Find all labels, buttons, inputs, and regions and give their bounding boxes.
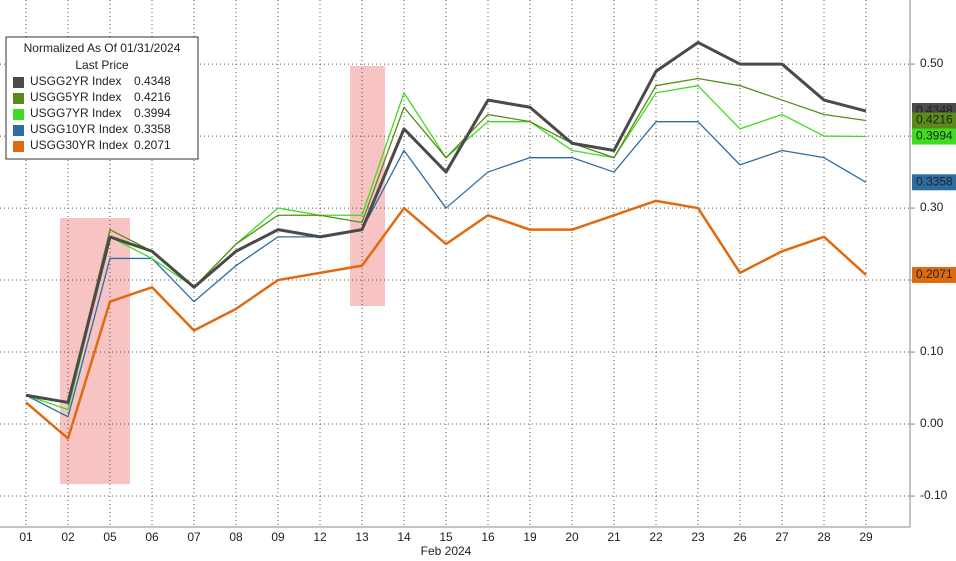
legend: Normalized As Of 01/31/2024 Last Price U… [5,36,199,160]
legend-label: USGG10YR Index [30,122,128,136]
legend-value: 0.2071 [134,138,171,152]
series-line [25,40,867,404]
legend-title: Normalized As Of 01/31/2024 [24,41,181,55]
legend-subtitle: Last Price [75,58,129,72]
x-tick-label: 07 [187,530,201,544]
legend-value: 0.4216 [134,90,171,104]
plot [25,40,867,440]
x-tick-label: 21 [607,530,621,544]
x-tick-label: 08 [229,530,243,544]
legend-swatch [13,125,24,136]
x-tick-label: 12 [313,530,327,544]
y-tick-label: 0.10 [920,344,944,358]
series-line [25,121,867,418]
x-tick-label: 19 [523,530,537,544]
legend-label: USGG2YR Index [30,74,121,88]
x-tick-label: 06 [145,530,159,544]
legend-swatch [13,141,24,152]
x-tick-label: 05 [103,530,117,544]
last-value-label: 0.3994 [916,129,953,143]
x-tick-label: 20 [565,530,579,544]
x-tick-label: 26 [733,530,747,544]
last-value-label: 0.3358 [916,174,953,188]
last-value-label: 0.2071 [916,267,953,281]
x-tick-label: 22 [649,530,663,544]
y-tick-label: 0.50 [920,56,944,70]
x-tick-label: 09 [271,530,285,544]
x-tick-label: 02 [61,530,75,544]
x-tick-label: 14 [397,530,411,544]
x-tick-label: 15 [439,530,453,544]
x-tick-label: 27 [775,530,789,544]
x-tick-label: 29 [859,530,873,544]
x-tick-label: 13 [355,530,369,544]
legend-box [5,36,199,160]
legend-value: 0.3358 [134,122,171,136]
y-tick-label: 0.00 [920,416,944,430]
x-axis-label: Feb 2024 [421,544,472,558]
last-value-label: 0.4216 [916,113,953,127]
legend-swatch [13,77,24,88]
legend-label: USGG7YR Index [30,106,121,120]
series-line [25,199,867,440]
y-tick-label: -0.10 [920,488,948,502]
legend-label: USGG5YR Index [30,90,121,104]
legend-value: 0.4348 [134,74,171,88]
last-value-box [912,128,956,145]
ticks: 01 02 05 06 07 08 09 12 13 14 15 16 19 20 21 22 23 26 27 28… [19,56,956,544]
legend-swatch [13,93,24,104]
x-tick-label: 01 [19,530,33,544]
last-value-box [912,266,956,283]
x-tick-label: 16 [481,530,495,544]
y-tick-label: 0.30 [920,200,944,214]
last-value-box [912,174,956,191]
last-value-box [912,112,956,129]
x-tick-label: 28 [817,530,831,544]
legend-swatch [13,109,24,120]
x-tick-label: 23 [691,530,705,544]
legend-value: 0.3994 [134,106,171,120]
legend-label: USGG30YR Index [30,138,128,152]
